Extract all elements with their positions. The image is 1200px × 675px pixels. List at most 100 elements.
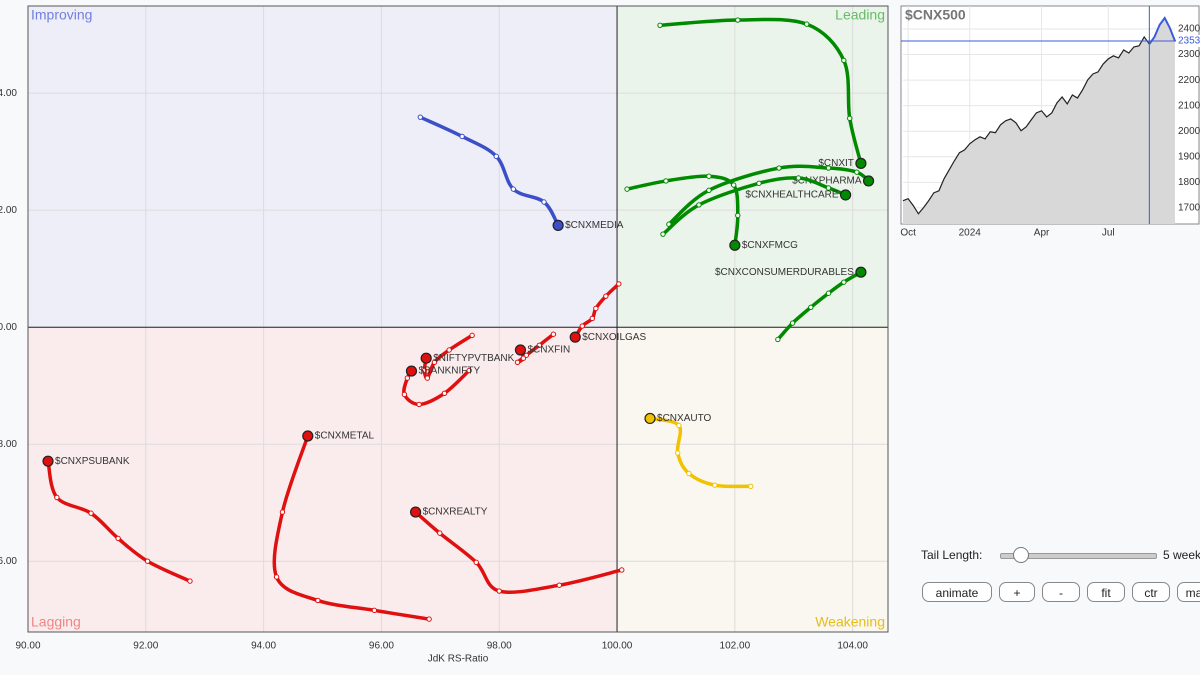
tail-point	[315, 597, 321, 604]
tail-point	[841, 57, 847, 64]
tail-point	[493, 153, 499, 160]
tail-point	[730, 182, 737, 188]
series-label: $CNXPSUBANK	[55, 456, 130, 467]
button[interactable]: -	[1042, 582, 1080, 602]
head-point	[855, 266, 867, 278]
button[interactable]: ctr	[1132, 582, 1170, 602]
x-axis-label: JdK RS-Ratio	[428, 654, 489, 665]
tail-point	[404, 375, 411, 381]
tail-point	[619, 567, 625, 573]
tail-point	[712, 482, 718, 488]
x-tick-label: 104.00	[837, 641, 868, 652]
tail-point	[541, 199, 547, 205]
slider-track[interactable]	[1000, 553, 1157, 559]
y-tick-label: 104.00	[0, 88, 17, 99]
tail-point	[616, 281, 622, 287]
tail-point	[841, 279, 847, 285]
y-tick-label: 2400	[1178, 24, 1200, 35]
series-label: $BANKNIFTY	[418, 366, 480, 377]
tail-point	[795, 175, 802, 181]
tail-point	[706, 173, 712, 179]
x-tick-label: 96.00	[369, 641, 394, 652]
series-label: $CNXREALTY	[423, 507, 488, 518]
series-label: $CNXHEALTHCARE	[745, 190, 838, 201]
tail-point	[660, 231, 666, 237]
y-tick-label: 98.00	[0, 439, 17, 450]
x-tick-label: 98.00	[487, 641, 512, 652]
price-line	[902, 35, 1150, 215]
tail-point	[847, 115, 853, 122]
head-point	[839, 189, 852, 201]
tail-point	[579, 323, 585, 329]
tail-point	[426, 616, 432, 622]
tail-point	[54, 494, 60, 501]
button[interactable]: max	[1177, 582, 1200, 602]
head-point	[729, 239, 741, 251]
tail-point	[431, 359, 438, 365]
head-point	[855, 157, 867, 169]
tail-point	[187, 578, 193, 584]
series-label: $CNXPHARMA	[792, 176, 862, 187]
tail-point	[756, 180, 762, 186]
y-tick-label: 1900	[1178, 151, 1200, 162]
head-point	[552, 219, 564, 231]
y-tick-label: 96.00	[0, 556, 17, 567]
tail-point	[748, 483, 754, 490]
tail-point	[371, 607, 378, 614]
y-tick-label: 2300	[1178, 49, 1200, 60]
quadrant	[28, 327, 618, 632]
head-point	[862, 175, 875, 187]
last-value-label: 2353	[1178, 36, 1200, 47]
tail-point	[556, 582, 563, 588]
tail-point	[510, 186, 517, 192]
tail-point	[825, 290, 832, 296]
head-point	[42, 455, 54, 467]
tail-point	[496, 588, 502, 594]
y-tick-label: 2200	[1178, 75, 1200, 86]
tail-point	[808, 304, 814, 310]
tail-point	[417, 114, 424, 120]
price-line-highlight	[1148, 16, 1176, 45]
button[interactable]: fit	[1087, 582, 1125, 602]
slider-knob[interactable]	[1013, 547, 1029, 563]
button[interactable]: +	[999, 582, 1035, 602]
tail-value: 5 weeks	[1163, 548, 1200, 562]
tail-point	[459, 133, 465, 140]
tail-point	[273, 574, 280, 580]
tail-point	[775, 336, 781, 343]
button[interactable]: animate	[922, 582, 992, 602]
series-label: $CNXMETAL	[315, 431, 375, 442]
x-tick-label: Apr	[1034, 228, 1050, 239]
area	[903, 18, 1175, 225]
x-tick-label: 92.00	[133, 641, 158, 652]
tail-point	[466, 367, 472, 374]
last-value-box	[1176, 35, 1200, 48]
tail-point	[686, 470, 692, 477]
tail-point	[735, 17, 741, 23]
head-point	[644, 412, 656, 425]
head-point	[569, 331, 581, 343]
tail-point	[550, 331, 557, 337]
tail-point	[735, 212, 741, 219]
tail-length-label: Tail Length:	[921, 548, 983, 562]
tail-point	[675, 450, 681, 456]
tail-point	[789, 320, 796, 326]
tail	[46, 459, 192, 583]
series-label: $CNXCONSUMERDURABLES	[715, 267, 854, 278]
y-tick-label: 1800	[1178, 177, 1200, 188]
series-label: $CNXIT	[818, 158, 854, 169]
y-tick-label: 2100	[1178, 100, 1200, 111]
tail-point	[520, 355, 527, 361]
tail-point	[804, 21, 810, 27]
x-tick-label: 90.00	[15, 641, 40, 652]
y-tick-label: 100.00	[0, 322, 17, 333]
tail-point	[115, 535, 121, 542]
quadrant-label: Weakening	[815, 614, 885, 630]
quadrant-label: Improving	[31, 7, 92, 23]
tail-point	[696, 202, 702, 208]
tail-point	[514, 359, 521, 365]
y-tick-label: 2000	[1178, 126, 1200, 137]
tail-point	[589, 315, 596, 322]
series-label: $CNXOILGAS	[582, 332, 646, 343]
